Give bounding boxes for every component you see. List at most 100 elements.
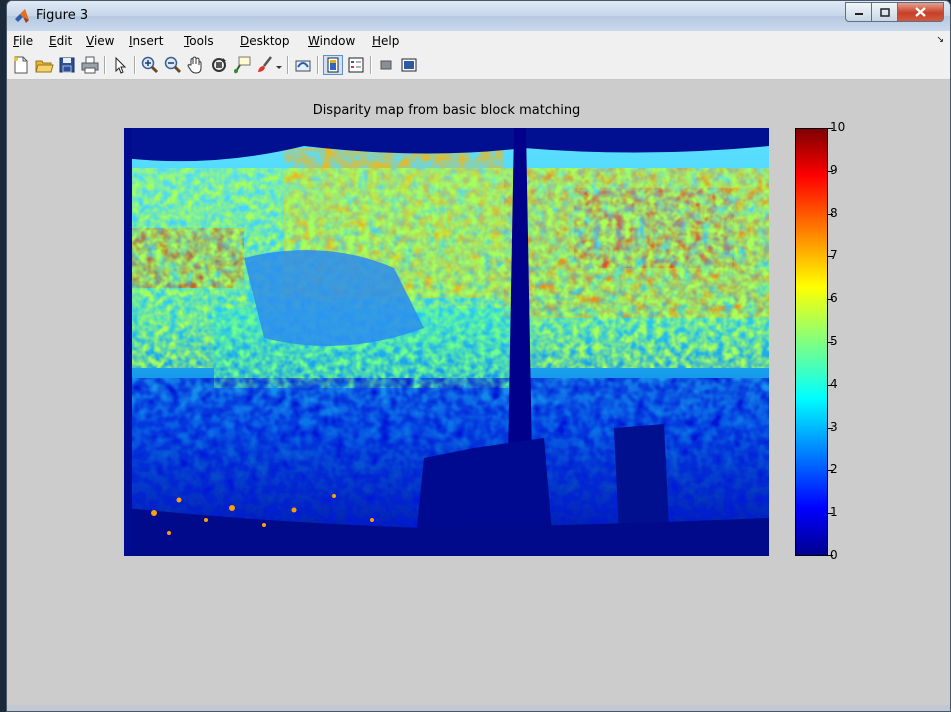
insert-colorbar-icon <box>327 57 339 73</box>
zoom-in-button[interactable] <box>140 55 160 75</box>
colorbar-tick <box>828 427 833 429</box>
menu-file-label: ile <box>19 34 34 48</box>
menu-insert[interactable]: Insert <box>129 34 163 48</box>
menu-desktop[interactable]: Desktop <box>240 34 290 48</box>
disparity-mid-regions <box>124 168 769 388</box>
link-plot-button[interactable] <box>293 55 313 75</box>
pan-icon <box>187 56 202 74</box>
menu-desktop-mnemonic: D <box>240 34 250 48</box>
colorbar-tick <box>828 384 833 386</box>
brush-dropdown[interactable] <box>275 55 283 75</box>
edit-plot-icon <box>115 56 127 74</box>
chevron-down-icon <box>276 66 282 69</box>
menu-window-label: indow <box>319 34 356 48</box>
menu-edit[interactable]: Edit <box>49 34 72 48</box>
rotate-3d-button[interactable] <box>209 55 229 75</box>
show-plot-tools-icon <box>401 58 417 72</box>
colorbar-tick-label: 7 <box>830 248 838 263</box>
disparity-blue-patch <box>244 250 424 346</box>
menubar-overflow-icon[interactable]: ↘ <box>936 35 944 45</box>
menu-tools[interactable]: Tools <box>184 34 214 48</box>
colorbar-tick-label: 4 <box>830 376 838 391</box>
save-icon <box>59 57 75 73</box>
minimize-button[interactable] <box>845 2 872 22</box>
matlab-logo-icon <box>15 9 29 23</box>
menu-tools-mnemonic: T <box>184 34 190 48</box>
menu-insert-label: nsert <box>132 34 164 48</box>
zoom-out-icon <box>164 56 182 74</box>
title-bar[interactable]: Figure 3 <box>7 1 950 31</box>
disparity-left-edge <box>124 128 132 556</box>
maximize-icon <box>879 7 890 17</box>
disparity-top-edge <box>124 128 769 162</box>
menu-bar: File Edit View Insert Tools Desktop Wind… <box>7 31 950 51</box>
new-figure-button[interactable] <box>11 55 31 75</box>
menu-tools-label: ools <box>189 34 214 48</box>
toolbar-separator <box>287 56 289 74</box>
save-button[interactable] <box>57 55 77 75</box>
colorbar-tick <box>828 128 833 129</box>
menu-help[interactable]: Help <box>372 34 399 48</box>
print-button[interactable] <box>80 55 100 75</box>
show-plot-tools-button[interactable] <box>399 55 419 75</box>
colorbar[interactable] <box>795 128 828 556</box>
brush-button[interactable] <box>255 55 275 75</box>
menu-view[interactable]: View <box>86 34 114 48</box>
link-plot-icon <box>295 60 311 72</box>
insert-legend-icon <box>348 57 364 73</box>
toolbar-separator <box>104 56 106 74</box>
toolbar-separator <box>370 56 372 74</box>
menu-view-label: iew <box>93 34 115 48</box>
menu-help-label: elp <box>381 34 400 48</box>
print-icon <box>81 56 99 74</box>
new-figure-icon <box>14 56 28 74</box>
menu-edit-label: dit <box>56 34 73 48</box>
window-bottom-edge <box>7 705 950 711</box>
client-area: File Edit View Insert Tools Desktop Wind… <box>7 31 950 711</box>
colorbar-tick <box>828 256 833 258</box>
colorbar-tick <box>828 213 833 215</box>
close-button[interactable] <box>898 2 944 22</box>
colorbar-tick-label: 8 <box>830 205 838 220</box>
colorbar-tick <box>828 342 833 343</box>
close-icon <box>915 7 926 17</box>
colorbar-tick <box>828 299 833 301</box>
minimize-icon <box>854 13 863 15</box>
toolbar-separator <box>134 56 136 74</box>
window-title: Figure 3 <box>36 8 89 23</box>
open-file-icon <box>35 60 54 73</box>
menu-file-mnemonic: F <box>13 34 20 48</box>
data-cursor-icon <box>234 56 251 74</box>
menu-window-mnemonic: W <box>308 34 320 48</box>
colorbar-tick <box>828 470 833 472</box>
colorbar-tick-label: 0 <box>830 548 838 562</box>
disparity-map-image[interactable] <box>124 128 769 556</box>
disparity-bottom-speckles <box>151 494 374 535</box>
brush-icon <box>258 56 272 72</box>
menu-edit-mnemonic: E <box>49 34 57 48</box>
zoom-in-icon <box>141 56 159 74</box>
menu-file[interactable]: File <box>13 34 33 48</box>
insert-colorbar-button[interactable] <box>323 55 343 75</box>
menu-desktop-label: esktop <box>249 34 290 48</box>
pan-button[interactable] <box>186 55 206 75</box>
data-cursor-button[interactable] <box>232 55 252 75</box>
colorbar-tick-label: 6 <box>830 291 838 306</box>
zoom-out-button[interactable] <box>163 55 183 75</box>
open-file-button[interactable] <box>34 55 54 75</box>
insert-legend-button[interactable] <box>346 55 366 75</box>
menu-view-mnemonic: V <box>86 34 94 48</box>
hide-plot-tools-icon <box>380 60 392 70</box>
menu-insert-mnemonic: I <box>129 34 133 48</box>
colorbar-tick-label: 9 <box>830 162 838 177</box>
menu-window[interactable]: Window <box>308 34 355 48</box>
edit-plot-button[interactable] <box>110 55 130 75</box>
hide-plot-tools-button[interactable] <box>376 55 396 75</box>
figure-toolbar <box>7 51 950 80</box>
maximize-button[interactable] <box>872 2 898 22</box>
menu-help-mnemonic: H <box>372 34 382 48</box>
figure-canvas: Disparity map from basic block matching <box>7 80 950 711</box>
colorbar-tick-label: 5 <box>830 334 838 348</box>
colorbar-tick-label: 3 <box>830 419 838 434</box>
disparity-right-object <box>614 424 669 533</box>
